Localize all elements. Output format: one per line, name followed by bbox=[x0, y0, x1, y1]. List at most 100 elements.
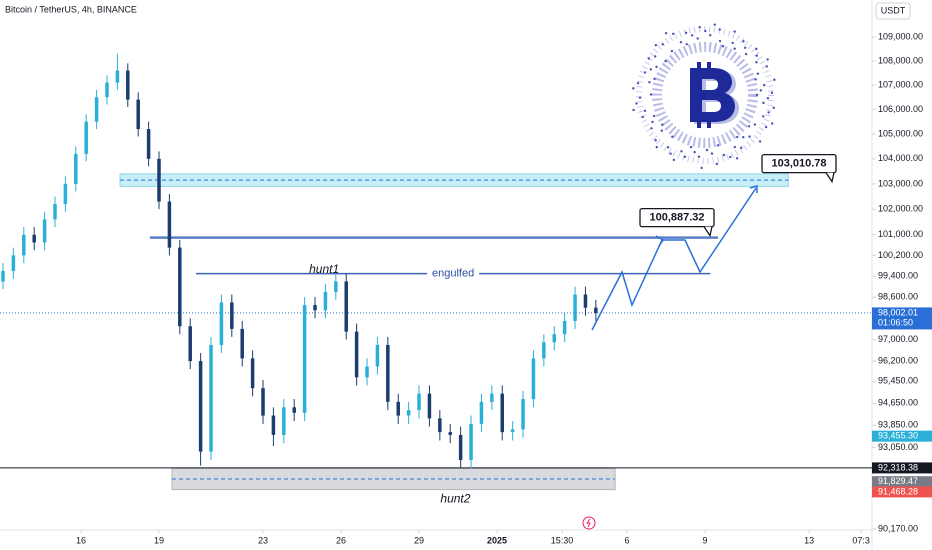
y-tick-label: 98,600.00 bbox=[878, 292, 918, 302]
logo-dot bbox=[759, 89, 763, 92]
logo-dot bbox=[762, 101, 765, 105]
candle-body bbox=[500, 393, 504, 433]
logo-dot bbox=[651, 120, 654, 124]
logo-dot bbox=[762, 83, 766, 87]
logo-dot bbox=[756, 72, 760, 75]
candle-body bbox=[53, 204, 57, 220]
event-icon[interactable] bbox=[582, 516, 596, 530]
candle-body bbox=[510, 429, 515, 433]
currency: USDT bbox=[881, 5, 906, 15]
candle-body bbox=[386, 344, 390, 402]
logo-dot bbox=[643, 71, 647, 74]
logo-dot bbox=[685, 42, 688, 46]
x-tick-label: 9 bbox=[703, 535, 708, 545]
candle-body bbox=[94, 97, 99, 122]
candle-body bbox=[292, 407, 296, 413]
candle-body bbox=[146, 129, 151, 159]
x-tick-label: 16 bbox=[76, 535, 86, 545]
engulfed-label: engulfed bbox=[432, 267, 474, 279]
logo-dot bbox=[721, 45, 725, 48]
candle-body bbox=[521, 399, 525, 430]
logo-dot bbox=[680, 150, 683, 153]
price-label-box bbox=[872, 476, 932, 488]
logo-bar bbox=[707, 120, 711, 128]
x-tick-label: 2025 bbox=[487, 535, 507, 545]
annotation: hunt1 bbox=[309, 262, 339, 276]
logo-dot bbox=[709, 34, 712, 37]
candle-body bbox=[11, 255, 16, 271]
candle-body bbox=[448, 432, 452, 435]
y-tick-label: 104,000.00 bbox=[878, 153, 923, 163]
y-tick-label: 95,450.00 bbox=[878, 376, 918, 386]
candle-body bbox=[542, 342, 546, 359]
y-tick-label: 101,000.00 bbox=[878, 229, 923, 239]
price-label: 92,318.38 bbox=[878, 462, 918, 472]
logo-dot bbox=[647, 57, 651, 60]
candle-body bbox=[42, 219, 47, 243]
candle-body bbox=[282, 407, 286, 435]
x-tick-label: 29 bbox=[414, 535, 424, 545]
logo-dot bbox=[762, 115, 765, 118]
logo-dot bbox=[672, 158, 676, 162]
logo-dot bbox=[700, 166, 703, 170]
level-callout-label: 100,887.32 bbox=[649, 212, 704, 224]
y-tick-label: 93,050.00 bbox=[878, 442, 918, 452]
logo-dot bbox=[736, 135, 739, 139]
logo-dot bbox=[670, 49, 674, 53]
logo-dot bbox=[654, 139, 657, 142]
candle-body bbox=[375, 344, 380, 367]
logo-dot bbox=[747, 125, 751, 128]
logo-ring bbox=[636, 26, 774, 164]
candle-body bbox=[469, 423, 473, 461]
y-tick-label: 100,200.00 bbox=[878, 250, 923, 260]
logo-dot bbox=[755, 93, 759, 97]
logo-dot bbox=[648, 81, 651, 84]
candle-body bbox=[22, 234, 26, 256]
currency-box[interactable] bbox=[875, 2, 911, 20]
logo-dot bbox=[655, 145, 658, 149]
logo-dot bbox=[771, 122, 774, 125]
logo-dot bbox=[632, 108, 635, 112]
logo-dot bbox=[758, 140, 762, 143]
logo-dot bbox=[649, 68, 652, 71]
candle-body bbox=[594, 307, 598, 313]
logo-dot bbox=[770, 91, 774, 95]
logo-dot bbox=[773, 78, 776, 81]
y-tick-label: 103,000.00 bbox=[878, 178, 923, 188]
logo-dot bbox=[632, 87, 635, 90]
candle-body bbox=[479, 401, 484, 424]
level-callout bbox=[639, 208, 715, 228]
candle-body bbox=[313, 305, 317, 311]
candle-body bbox=[126, 70, 130, 100]
candle-body bbox=[84, 121, 88, 154]
candle-body bbox=[302, 305, 307, 413]
y-tick-label: 108,000.00 bbox=[878, 55, 923, 65]
logo-bar bbox=[707, 62, 711, 70]
candle-body bbox=[562, 320, 567, 335]
price-label-box bbox=[872, 462, 932, 474]
logo-dot bbox=[641, 115, 644, 119]
x-tick-label: 13 bbox=[804, 535, 814, 545]
logo-dot bbox=[690, 34, 694, 37]
logo-dot bbox=[652, 114, 656, 118]
candle-body bbox=[396, 401, 400, 416]
logo-dot bbox=[740, 146, 743, 149]
logo-dot bbox=[636, 81, 640, 85]
price-label: 91,829.47 bbox=[878, 476, 918, 486]
logo-dot bbox=[704, 29, 707, 33]
logo-dot bbox=[710, 152, 714, 155]
logo-dot bbox=[664, 59, 667, 63]
logo-dot bbox=[650, 127, 653, 130]
y-tick-label: 109,000.00 bbox=[878, 31, 923, 41]
logo-dot bbox=[671, 32, 675, 35]
logo-bar bbox=[697, 62, 701, 70]
candle-body bbox=[1, 270, 5, 282]
logo-dot bbox=[684, 31, 688, 34]
logo-dot bbox=[635, 102, 638, 105]
logo-dot bbox=[661, 43, 664, 46]
candle-body bbox=[261, 388, 265, 416]
candle-body bbox=[157, 158, 161, 202]
candle-body bbox=[354, 331, 359, 378]
x-tick-label: 19 bbox=[154, 535, 164, 545]
